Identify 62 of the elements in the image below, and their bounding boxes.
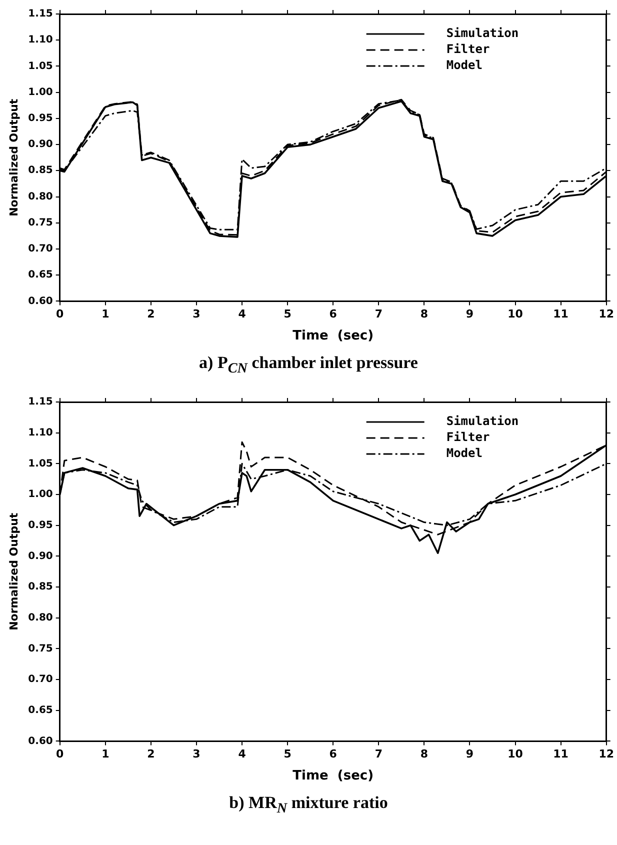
y-tick-label: 0.65 <box>28 704 53 716</box>
y-tick-label: 1.00 <box>28 86 53 98</box>
x-tick-label: 2 <box>147 748 155 761</box>
y-tick-label: 0.80 <box>28 191 53 202</box>
x-tick-label: 8 <box>420 748 428 761</box>
y-tick-label: 0.85 <box>28 582 53 593</box>
x-tick-label: 6 <box>329 308 338 321</box>
y-tick-label: 0.70 <box>28 674 53 686</box>
x-tick-label: 11 <box>553 748 568 761</box>
y-tick-label: 1.05 <box>28 458 53 470</box>
legend-label: Model <box>446 58 482 72</box>
x-tick-label: 4 <box>238 308 246 321</box>
y-tick-label: 0.60 <box>28 296 53 307</box>
x-tick-label: 6 <box>329 748 338 761</box>
x-tick-label: 12 <box>598 308 614 321</box>
y-tick-label: 1.10 <box>28 427 53 438</box>
y-axis-title: Normalized Output <box>7 512 20 630</box>
x-tick-label: 10 <box>508 308 524 321</box>
legend-label: Model <box>446 446 482 460</box>
y-tick-label: 1.05 <box>28 60 53 72</box>
y-tick-label: 0.95 <box>28 520 53 531</box>
y-tick-label: 1.00 <box>28 489 53 500</box>
y-tick-label: 0.75 <box>28 217 53 228</box>
y-tick-label: 1.10 <box>28 34 53 46</box>
x-tick-label: 5 <box>284 748 292 761</box>
y-tick-label: 0.75 <box>28 643 53 654</box>
x-tick-label: 11 <box>553 308 568 321</box>
x-axis-title: Time (sec) <box>292 328 374 344</box>
text: b) MR$_{N}$ mixture ratio <box>228 792 389 818</box>
x-tick-label: 2 <box>147 308 155 321</box>
y-tick-label: 0.80 <box>28 612 53 624</box>
y-tick-label: 0.90 <box>28 550 53 562</box>
legend-label: Filter <box>446 42 490 56</box>
x-tick-label: 9 <box>466 308 474 321</box>
x-axis-title: Time (sec) <box>292 768 374 784</box>
x-tick-label: 7 <box>374 308 382 321</box>
legend-label: Simulation <box>446 26 519 40</box>
y-axis-title: Normalized Output <box>7 98 20 216</box>
y-tick-label: 0.65 <box>28 270 53 281</box>
legend-label: Simulation <box>446 414 519 428</box>
y-tick-label: 0.90 <box>28 139 53 150</box>
x-tick-label: 0 <box>56 308 64 321</box>
y-tick-label: 0.85 <box>28 165 53 176</box>
x-tick-label: 8 <box>420 308 428 321</box>
y-tick-label: 1.15 <box>28 8 53 20</box>
x-tick-label: 3 <box>192 308 200 321</box>
x-tick-label: 7 <box>374 748 382 761</box>
legend-label: Filter <box>446 430 490 444</box>
y-tick-label: 0.95 <box>28 113 53 124</box>
y-tick-label: 1.15 <box>28 396 53 408</box>
x-tick-label: 1 <box>102 308 110 321</box>
x-tick-label: 5 <box>284 308 292 321</box>
y-tick-label: 0.60 <box>28 736 53 747</box>
x-tick-label: 3 <box>192 748 200 761</box>
x-tick-label: 10 <box>508 748 524 761</box>
x-tick-label: 12 <box>598 748 614 761</box>
x-tick-label: 1 <box>102 748 110 761</box>
y-tick-label: 0.70 <box>28 244 53 255</box>
text: a) P$_{CN}$ chamber inlet pressure <box>198 352 419 378</box>
x-tick-label: 0 <box>56 748 64 761</box>
x-tick-label: 4 <box>238 748 246 761</box>
x-tick-label: 9 <box>466 748 474 761</box>
